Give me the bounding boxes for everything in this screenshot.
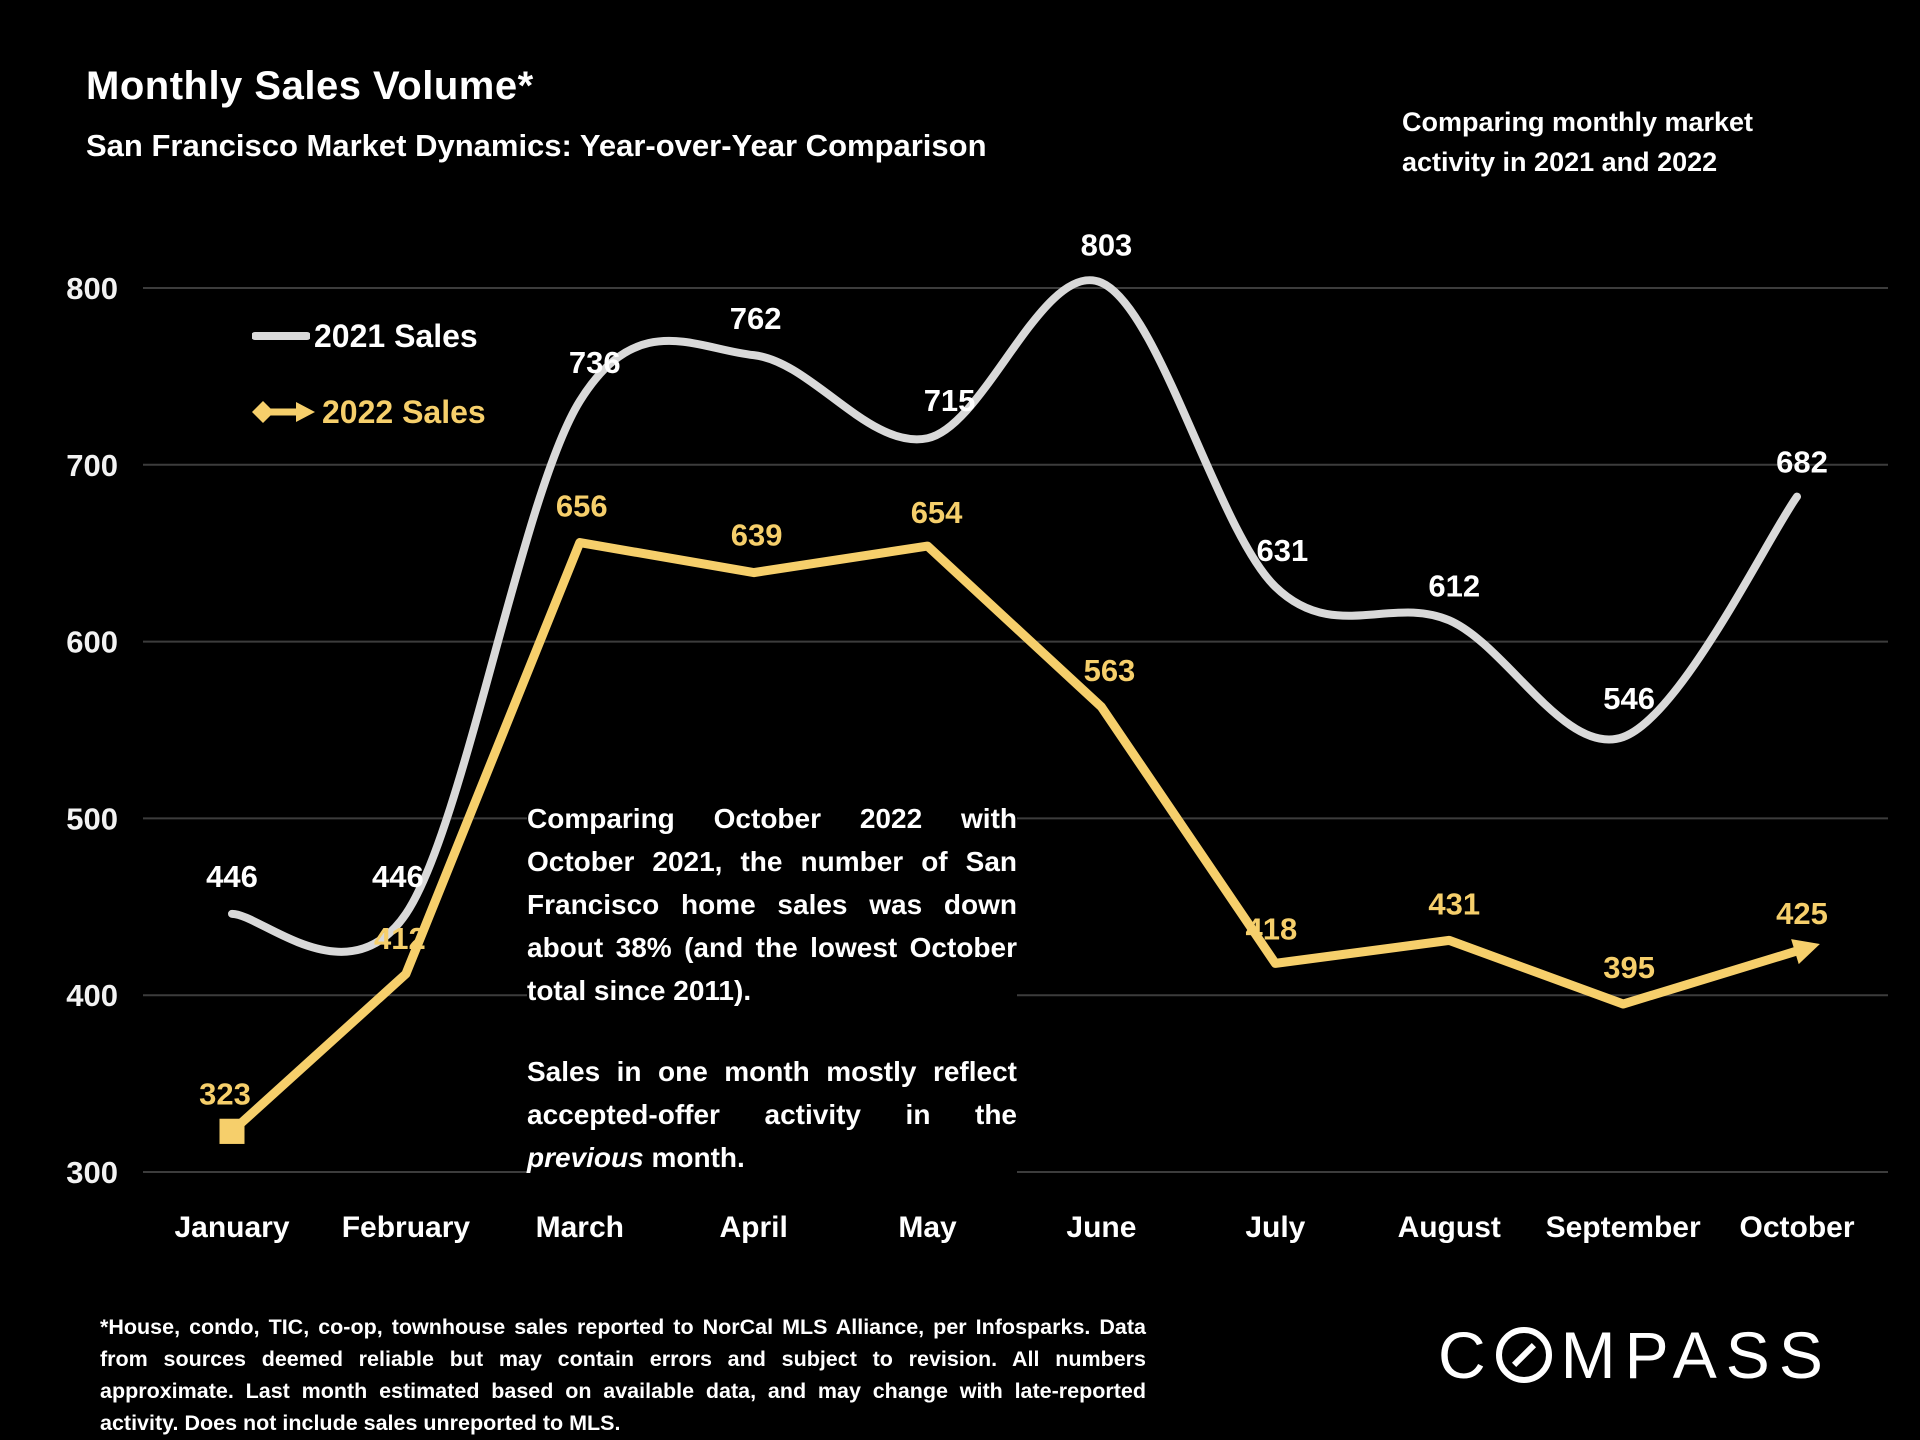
compass-logo: C MPASS [1438, 1322, 1832, 1388]
line-2022-sales [219, 538, 1820, 1144]
value-label-2022-august: 431 [1428, 886, 1480, 921]
y-tick-300: 300 [66, 1155, 118, 1190]
value-label-2022-may: 654 [911, 495, 963, 530]
value-label-2021-march: 736 [569, 345, 621, 380]
value-label-2021-may: 715 [924, 383, 976, 418]
value-label-2021-january: 446 [206, 859, 258, 894]
value-label-2021-october: 682 [1776, 445, 1828, 480]
annotation-para1: Comparing October 2022 with October 2021… [527, 803, 1017, 1006]
value-label-2022-june: 563 [1084, 653, 1136, 688]
value-label-2022-february: 412 [374, 921, 426, 956]
legend-item-2021: 2021 Sales [252, 310, 486, 362]
value-label-2021-september: 546 [1603, 681, 1655, 716]
value-label-2022-october: 425 [1776, 896, 1828, 931]
legend-label-2021: 2021 Sales [314, 317, 478, 354]
x-tick-march: March [536, 1211, 624, 1244]
value-label-2021-april: 762 [730, 301, 782, 336]
logo-text-c: C [1438, 1318, 1495, 1392]
x-tick-june: June [1066, 1211, 1136, 1244]
value-label-2021-june: 803 [1081, 228, 1133, 263]
legend: 2021 Sales 2022 Sales [252, 310, 486, 438]
y-tick-600: 600 [66, 625, 118, 660]
line-swatch-icon [252, 332, 310, 340]
x-tick-april: April [719, 1211, 787, 1244]
line-2021-sales [228, 276, 1802, 956]
x-tick-february: February [342, 1211, 471, 1244]
value-label-2022-september: 395 [1603, 950, 1655, 985]
annotation-para2-italic: previous [527, 1142, 644, 1173]
compass-o-icon [1495, 1327, 1552, 1383]
x-tick-august: August [1398, 1211, 1501, 1244]
x-tick-may: May [898, 1211, 957, 1244]
value-label-2022-january: 323 [199, 1076, 251, 1111]
page-subtitle: San Francisco Market Dynamics: Year-over… [86, 128, 987, 163]
value-label-2021-july: 631 [1256, 533, 1308, 568]
legend-item-2022: 2022 Sales [252, 386, 486, 438]
y-tick-500: 500 [66, 801, 118, 836]
x-tick-july: July [1245, 1211, 1305, 1244]
value-label-2021-february: 446 [372, 859, 424, 894]
header-note: Comparing monthly market activity in 202… [1402, 107, 1754, 177]
y-tick-700: 700 [66, 448, 118, 483]
annotation-para2-post: month. [643, 1142, 745, 1173]
annotation-box: Comparing October 2022 with October 2021… [527, 797, 1017, 1179]
footnote-disclaimer: *House, condo, TIC, co-op, townhouse sal… [100, 1315, 1146, 1435]
logo-text-mpass: MPASS [1560, 1318, 1832, 1392]
legend-label-2022: 2022 Sales [322, 393, 486, 430]
value-label-2022-april: 639 [731, 518, 783, 553]
annotation-para2-pre: Sales in one month mostly reflect accept… [527, 1056, 1017, 1130]
value-label-2022-march: 656 [556, 489, 608, 524]
y-tick-800: 800 [66, 271, 118, 306]
y-tick-400: 400 [66, 978, 118, 1013]
annotation-para2: Sales in one month mostly reflect accept… [527, 1050, 1017, 1179]
page-title: Monthly Sales Volume* [86, 64, 534, 108]
value-label-2022-july: 418 [1245, 911, 1297, 946]
diamond-arrow-icon [252, 401, 315, 423]
x-tick-january: January [174, 1211, 289, 1244]
x-tick-september: September [1546, 1211, 1701, 1244]
x-tick-october: October [1739, 1211, 1854, 1244]
value-label-2021-august: 612 [1428, 568, 1480, 603]
